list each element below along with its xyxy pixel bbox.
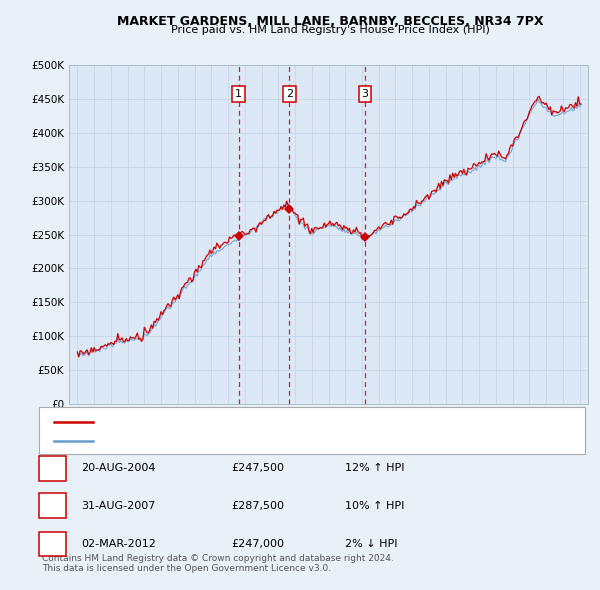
Text: 1: 1 [49,464,56,473]
Text: £287,500: £287,500 [231,501,284,510]
Text: HPI: Average price, detached house, East Suffolk: HPI: Average price, detached house, East… [98,435,337,445]
Text: Price paid vs. HM Land Registry's House Price Index (HPI): Price paid vs. HM Land Registry's House … [170,25,490,35]
Text: 2% ↓ HPI: 2% ↓ HPI [345,539,398,549]
Text: 31-AUG-2007: 31-AUG-2007 [81,501,155,510]
Text: 12% ↑ HPI: 12% ↑ HPI [345,464,404,473]
Text: 3: 3 [361,88,368,99]
Text: MARKET GARDENS, MILL LANE, BARNBY, BECCLES, NR34 7PX (detached house): MARKET GARDENS, MILL LANE, BARNBY, BECCL… [98,417,487,427]
Text: 1: 1 [235,88,242,99]
Text: 02-MAR-2012: 02-MAR-2012 [81,539,156,549]
Text: Contains HM Land Registry data © Crown copyright and database right 2024.
This d: Contains HM Land Registry data © Crown c… [42,554,394,573]
Text: 10% ↑ HPI: 10% ↑ HPI [345,501,404,510]
Text: 20-AUG-2004: 20-AUG-2004 [81,464,155,473]
Text: 2: 2 [49,501,56,510]
Text: MARKET GARDENS, MILL LANE, BARNBY, BECCLES, NR34 7PX: MARKET GARDENS, MILL LANE, BARNBY, BECCL… [117,15,543,28]
Text: £247,000: £247,000 [231,539,284,549]
Text: 3: 3 [49,539,56,549]
Text: 2: 2 [286,88,293,99]
Text: £247,500: £247,500 [231,464,284,473]
